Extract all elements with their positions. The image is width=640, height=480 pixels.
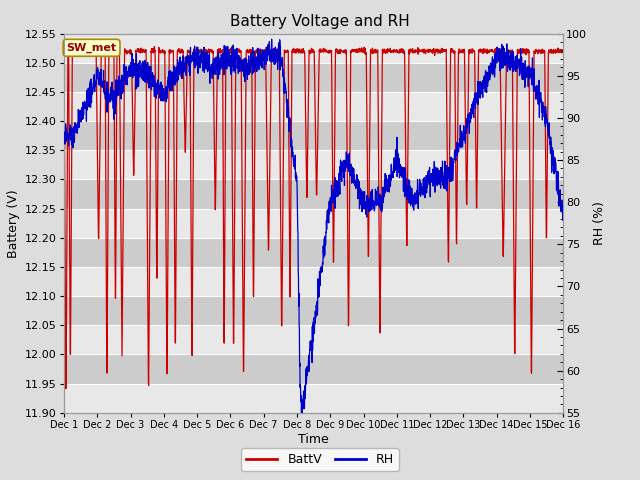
Legend: BattV, RH: BattV, RH — [241, 448, 399, 471]
Bar — [64, 34, 563, 63]
Bar — [64, 209, 563, 238]
Text: Battery Voltage and RH: Battery Voltage and RH — [230, 14, 410, 29]
Text: SW_met: SW_met — [67, 43, 116, 53]
Bar — [64, 325, 563, 354]
Bar — [64, 238, 563, 267]
Bar — [64, 63, 563, 92]
Bar — [64, 267, 563, 296]
Bar — [64, 92, 563, 121]
Bar — [64, 150, 563, 180]
Y-axis label: Battery (V): Battery (V) — [6, 189, 20, 257]
Y-axis label: RH (%): RH (%) — [593, 201, 605, 245]
X-axis label: Time: Time — [298, 432, 329, 445]
Bar — [64, 180, 563, 209]
Bar — [64, 296, 563, 325]
Bar — [64, 121, 563, 150]
Bar — [64, 354, 563, 384]
Bar — [64, 384, 563, 413]
